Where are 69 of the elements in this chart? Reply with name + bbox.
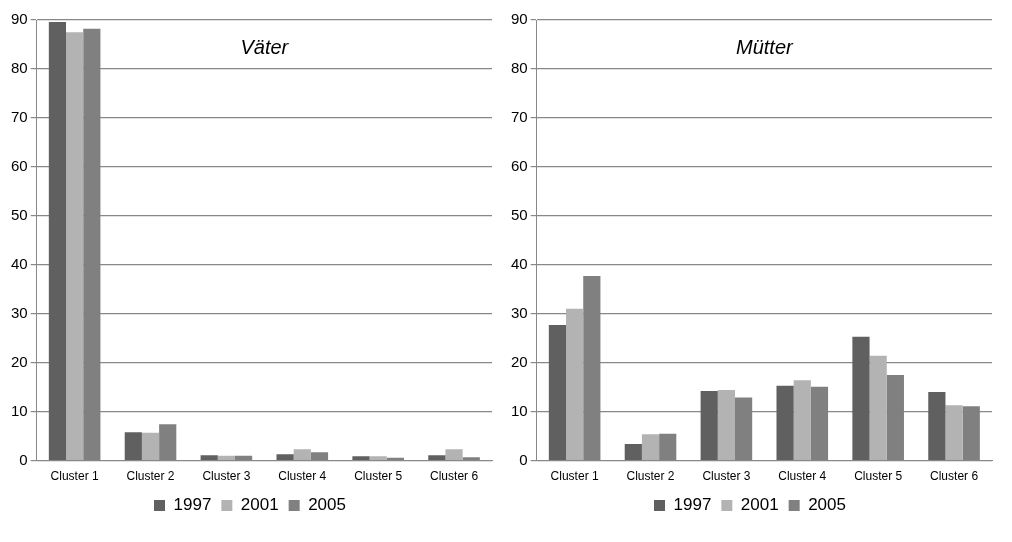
bar <box>945 405 963 460</box>
x-tick-label: Cluster 2 <box>126 469 175 484</box>
bar <box>428 455 446 460</box>
y-tick-label: 20 <box>11 352 28 370</box>
bar <box>200 455 218 460</box>
bar <box>293 449 311 460</box>
bar <box>566 308 584 460</box>
bar <box>928 392 946 460</box>
y-tick-label: 80 <box>511 59 528 77</box>
x-tick-label: Cluster 5 <box>354 469 403 484</box>
y-tick-label: 20 <box>511 352 528 370</box>
y-tick-label: 70 <box>511 108 528 126</box>
y-tick-label: 50 <box>511 205 528 223</box>
bar <box>276 454 294 460</box>
bar <box>66 32 84 460</box>
bar <box>445 449 463 460</box>
bar <box>48 21 67 460</box>
bar <box>700 391 718 460</box>
y-tick-label: 90 <box>11 10 28 28</box>
bar <box>776 385 794 460</box>
x-tick-label: Cluster 6 <box>430 469 479 484</box>
y-tick-label: 30 <box>511 303 528 321</box>
x-tick-label: Cluster 3 <box>702 469 751 484</box>
y-tick-label: 0 <box>19 450 28 468</box>
y-tick-label: 10 <box>11 401 28 419</box>
bar <box>369 456 387 460</box>
legend-label: 1997 <box>173 495 212 515</box>
x-tick-label: Cluster 2 <box>626 469 675 484</box>
legend-label: 1997 <box>673 495 712 515</box>
bar <box>852 336 870 460</box>
bar <box>869 355 887 460</box>
bar <box>235 455 253 460</box>
y-tick-label: 10 <box>511 401 528 419</box>
bar <box>624 443 642 460</box>
y-tick-label: 60 <box>11 157 28 175</box>
y-tick-label: 40 <box>511 254 528 272</box>
legend-label: 2005 <box>808 495 846 515</box>
bar <box>159 424 177 460</box>
y-tick-label: 80 <box>11 59 28 77</box>
y-tick-label: 70 <box>11 108 28 126</box>
legend-label: 2001 <box>740 495 779 515</box>
bar <box>124 432 142 460</box>
x-tick-label: Cluster 1 <box>550 469 599 484</box>
bar <box>793 380 811 460</box>
x-tick-label: Cluster 4 <box>278 469 327 484</box>
x-tick-label: Cluster 5 <box>854 469 903 484</box>
bar <box>352 456 370 460</box>
y-tick-label: 90 <box>511 10 528 28</box>
bar <box>310 452 329 460</box>
y-tick-label: 50 <box>11 205 28 223</box>
bar <box>141 432 160 460</box>
text: Väter <box>240 35 290 58</box>
bar <box>659 433 677 460</box>
x-tick-label: Cluster 6 <box>930 469 979 484</box>
y-tick-label: 40 <box>11 254 28 272</box>
text: Mütter <box>736 35 795 58</box>
y-tick-label: 30 <box>11 303 28 321</box>
bar <box>641 434 660 460</box>
y-tick-label: 0 <box>519 450 528 468</box>
bar <box>548 324 567 460</box>
y-tick-label: 60 <box>511 157 528 175</box>
x-tick-label: Cluster 1 <box>50 469 99 484</box>
legend-label: 2001 <box>240 495 279 515</box>
bar <box>462 457 480 460</box>
x-tick-label: Cluster 4 <box>778 469 827 484</box>
bar <box>217 455 235 460</box>
bar <box>717 390 735 460</box>
legend-label: 2005 <box>308 495 346 515</box>
x-tick-label: Cluster 3 <box>202 469 251 484</box>
